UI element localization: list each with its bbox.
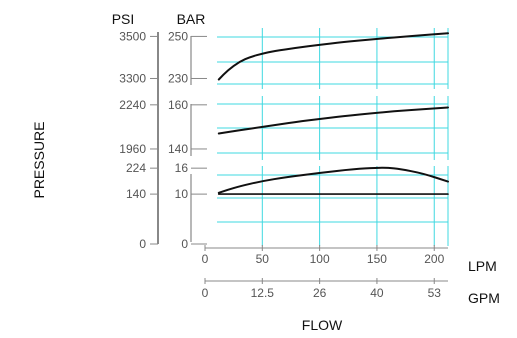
psi-tick-label: 140 [126,187,146,201]
lpm-tick-label: 100 [310,252,330,266]
gpm-tick-label: 40 [370,286,384,300]
bar-tick-label: 0 [181,237,188,251]
label-layer: 3500330025023022401960160140224140016100… [119,29,444,300]
psi-tick-label: 1960 [119,142,146,156]
bar-tick-label: 16 [175,161,189,175]
panel-2-series-1-line [217,106,449,135]
y-axis-title: PRESSURE [31,121,47,198]
psi-tick-label: 0 [139,237,146,251]
lpm-tick-label: 0 [202,252,209,266]
psi-tick-label: 3300 [119,71,146,85]
bar-tick-label: 230 [168,71,188,85]
psi-tick-label: 3500 [119,29,146,43]
grid-layer [217,28,449,246]
gpm-tick-label: 53 [428,286,442,300]
panel-1-series-1-line [217,32,449,81]
bar-tick-label: 250 [168,29,188,43]
psi-tick-label: 2240 [119,98,146,112]
lpm-tick-label: 50 [256,252,270,266]
lpm-unit-label: LPM [468,258,497,274]
lpm-tick-label: 200 [424,252,444,266]
gpm-tick-label: 26 [313,286,327,300]
curve-layer [217,32,449,195]
panel-3-series-1-line [217,166,449,194]
x-axis-title: FLOW [302,317,343,333]
bar-tick-label: 140 [168,142,188,156]
bar-header: BAR [177,11,206,27]
axis-layer [150,32,448,284]
bar-tick-label: 10 [175,187,189,201]
psi-tick-label: 224 [126,161,146,175]
lpm-tick-label: 150 [367,252,387,266]
gpm-tick-label: 12.5 [251,286,275,300]
bar-tick-label: 160 [168,98,188,112]
gpm-tick-label: 0 [202,286,209,300]
gpm-unit-label: GPM [468,290,500,306]
psi-header: PSI [112,11,135,27]
